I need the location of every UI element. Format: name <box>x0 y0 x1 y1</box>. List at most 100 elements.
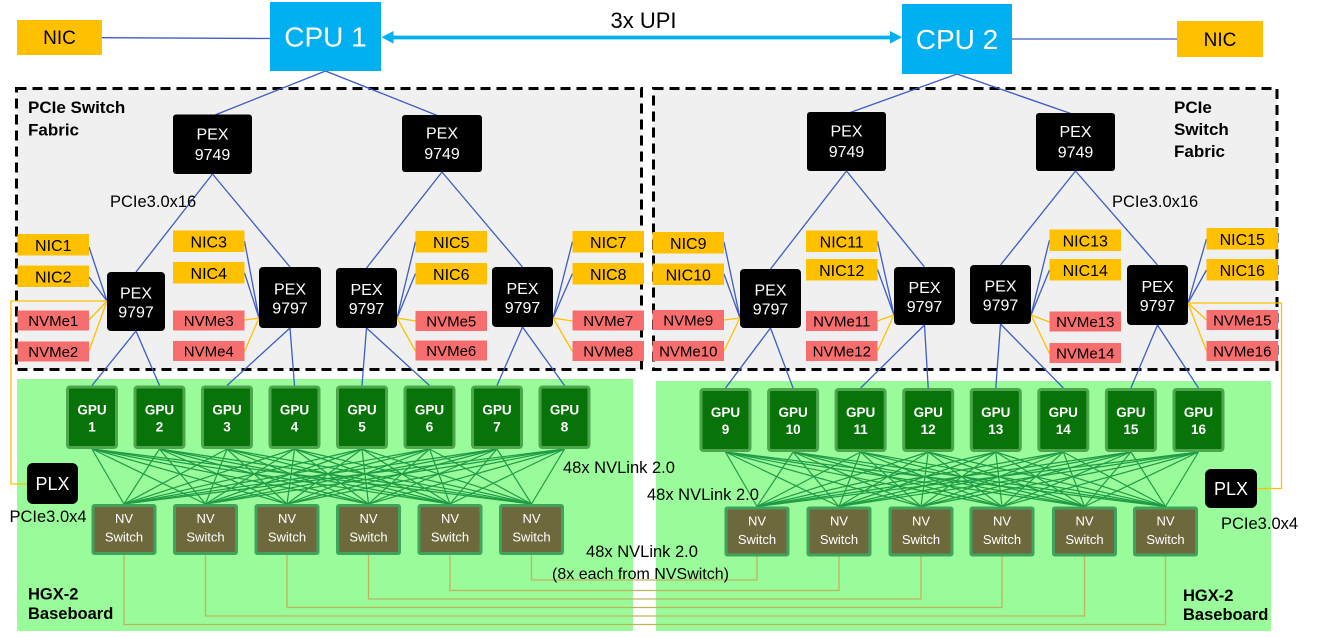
svg-text:NIC2: NIC2 <box>35 270 72 287</box>
svg-text:CPU 2: CPU 2 <box>916 24 998 55</box>
svg-text:GPU: GPU <box>1184 405 1213 420</box>
svg-text:Switch: Switch <box>738 532 776 547</box>
svg-text:NIC16: NIC16 <box>1220 263 1265 280</box>
svg-text:NIC6: NIC6 <box>433 267 470 284</box>
svg-text:15: 15 <box>1123 422 1139 437</box>
svg-text:NV: NV <box>278 511 296 526</box>
svg-text:16: 16 <box>1191 422 1207 437</box>
svg-text:NVMe8: NVMe8 <box>583 344 633 361</box>
svg-text:PEX: PEX <box>1141 279 1173 296</box>
svg-text:CPU 1: CPU 1 <box>284 22 366 53</box>
svg-text:Fabric: Fabric <box>1174 142 1225 161</box>
svg-text:Switch: Switch <box>268 530 306 545</box>
svg-text:GPU: GPU <box>280 403 309 418</box>
svg-text:PEX: PEX <box>350 282 382 299</box>
svg-text:9797: 9797 <box>1140 298 1176 315</box>
svg-text:Switch: Switch <box>349 530 387 545</box>
svg-text:9797: 9797 <box>983 298 1019 315</box>
svg-text:NIC8: NIC8 <box>590 267 627 284</box>
svg-text:NVMe10: NVMe10 <box>659 344 717 361</box>
svg-text:Switch: Switch <box>1174 120 1229 139</box>
svg-text:NIC1: NIC1 <box>35 238 72 255</box>
svg-text:NV: NV <box>1075 514 1093 529</box>
svg-text:NIC13: NIC13 <box>1063 234 1108 251</box>
svg-text:NIC4: NIC4 <box>191 266 228 283</box>
svg-text:48x NVLink 2.0: 48x NVLink 2.0 <box>586 543 698 561</box>
svg-text:NVMe15: NVMe15 <box>1213 313 1271 330</box>
svg-text:Switch: Switch <box>105 530 143 545</box>
svg-text:NIC11: NIC11 <box>820 235 864 252</box>
svg-text:PCIe3.0x4: PCIe3.0x4 <box>1221 515 1298 533</box>
svg-text:PLX: PLX <box>35 474 69 494</box>
svg-text:9797: 9797 <box>907 299 943 316</box>
svg-text:GPU: GPU <box>778 405 807 420</box>
svg-text:Switch: Switch <box>902 532 940 547</box>
svg-text:NIC5: NIC5 <box>433 235 470 252</box>
svg-text:6: 6 <box>426 420 434 435</box>
svg-text:NIC: NIC <box>43 28 76 49</box>
svg-text:HGX-2: HGX-2 <box>28 586 78 604</box>
svg-text:NV: NV <box>912 514 930 529</box>
svg-text:NVMe7: NVMe7 <box>583 313 633 330</box>
svg-text:NVMe16: NVMe16 <box>1213 344 1271 361</box>
svg-text:HGX-2: HGX-2 <box>1183 587 1233 605</box>
svg-text:3x UPI: 3x UPI <box>610 8 676 33</box>
svg-text:NV: NV <box>830 514 848 529</box>
svg-text:PEX: PEX <box>506 281 538 298</box>
svg-text:NIC14: NIC14 <box>1063 263 1108 280</box>
svg-text:NVMe3: NVMe3 <box>184 313 234 330</box>
svg-text:GPU: GPU <box>145 403 174 418</box>
svg-text:PEX: PEX <box>1059 124 1091 141</box>
svg-text:9797: 9797 <box>349 301 385 318</box>
svg-text:Switch: Switch <box>1065 532 1103 547</box>
svg-text:Baseboard: Baseboard <box>1183 606 1268 624</box>
svg-text:3: 3 <box>223 420 231 435</box>
svg-text:NV: NV <box>196 511 214 526</box>
svg-text:Switch: Switch <box>983 532 1021 547</box>
svg-text:PEX: PEX <box>908 280 940 297</box>
svg-text:NIC10: NIC10 <box>666 268 711 285</box>
svg-text:GPU: GPU <box>550 403 579 418</box>
svg-text:11: 11 <box>853 422 868 437</box>
svg-text:9749: 9749 <box>424 146 460 163</box>
svg-text:Fabric: Fabric <box>28 121 79 140</box>
svg-text:8: 8 <box>561 420 569 435</box>
svg-text:GPU: GPU <box>1116 405 1145 420</box>
svg-text:PCIe: PCIe <box>1174 98 1212 117</box>
svg-text:GPU: GPU <box>1049 405 1078 420</box>
svg-text:NV: NV <box>115 511 133 526</box>
svg-text:12: 12 <box>921 422 936 437</box>
svg-text:GPU: GPU <box>846 405 875 420</box>
svg-text:NIC9: NIC9 <box>670 236 707 253</box>
svg-text:9749: 9749 <box>1058 145 1094 162</box>
svg-text:GPU: GPU <box>711 405 740 420</box>
svg-text:PLX: PLX <box>1214 479 1248 499</box>
svg-text:9797: 9797 <box>505 300 541 317</box>
svg-text:NVMe12: NVMe12 <box>813 344 871 361</box>
svg-text:NVMe6: NVMe6 <box>426 343 476 360</box>
svg-text:PEX: PEX <box>754 283 786 300</box>
svg-text:NVMe11: NVMe11 <box>813 314 870 331</box>
svg-text:4: 4 <box>291 420 299 435</box>
svg-text:NV: NV <box>748 514 766 529</box>
svg-text:9749: 9749 <box>829 144 865 161</box>
svg-text:Switch: Switch <box>431 530 469 545</box>
svg-text:NVMe1: NVMe1 <box>28 313 78 330</box>
svg-text:13: 13 <box>988 422 1004 437</box>
svg-text:NIC12: NIC12 <box>819 263 864 280</box>
svg-text:PCIe Switch: PCIe Switch <box>28 98 125 117</box>
svg-text:PEX: PEX <box>426 126 458 143</box>
svg-text:GPU: GPU <box>482 403 511 418</box>
svg-text:Baseboard: Baseboard <box>28 605 113 623</box>
svg-text:1: 1 <box>88 420 96 435</box>
svg-text:GPU: GPU <box>415 403 444 418</box>
svg-text:Switch: Switch <box>820 532 858 547</box>
svg-text:NV: NV <box>1156 514 1174 529</box>
svg-text:NIC15: NIC15 <box>1220 232 1265 249</box>
svg-text:9: 9 <box>722 422 730 437</box>
svg-text:9797: 9797 <box>118 305 154 322</box>
svg-text:NVMe13: NVMe13 <box>1056 314 1114 331</box>
svg-text:NIC: NIC <box>1204 30 1237 51</box>
svg-text:NVMe5: NVMe5 <box>426 314 476 331</box>
svg-text:9797: 9797 <box>753 302 789 319</box>
